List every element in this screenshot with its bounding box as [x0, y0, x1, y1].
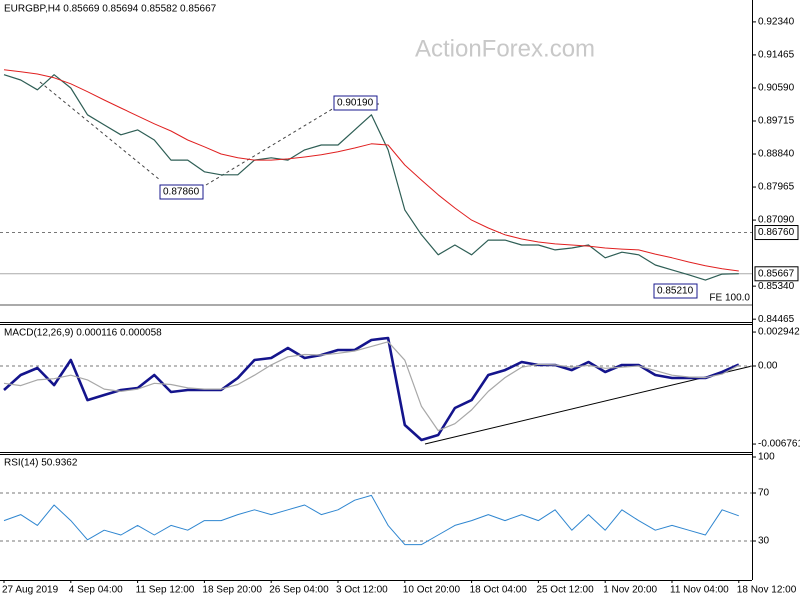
x-tick-label: 11 Sep 12:00	[136, 585, 195, 596]
x-tick-label: 18 Sep 20:00	[202, 585, 262, 596]
frame	[0, 0, 753, 581]
y-tick-label: 30	[758, 536, 770, 547]
x-tick-label: 26 Sep 04:00	[269, 585, 329, 596]
y-tick-label: -0.006761	[758, 439, 800, 450]
panel-title: RSI(14) 50.9362	[4, 458, 78, 469]
x-tick-label: 3 Oct 12:00	[336, 585, 388, 596]
watermark: ActionForex.com	[415, 35, 595, 62]
y-tick-label: 100	[758, 452, 775, 463]
y-tick-label: 0.89715	[758, 116, 795, 127]
series-line	[3, 74, 739, 281]
y-tick-label: 0.87965	[758, 182, 795, 193]
x-tick-label: 27 Aug 2019	[2, 585, 59, 596]
y-tick-label: 0.00	[758, 361, 778, 372]
panel-title: MACD(12,26,9) 0.000116 0.000058	[4, 328, 162, 339]
y-tick-label: 0.92340	[758, 17, 795, 28]
annotation-label: 0.87860	[163, 187, 200, 198]
level-label-box	[754, 225, 799, 241]
level-label: 0.86760	[758, 227, 795, 238]
y-tick-label: 0.87090	[758, 215, 795, 226]
series-line	[3, 494, 739, 546]
series-line	[3, 69, 739, 272]
y-tick-label: 0.85340	[758, 281, 795, 292]
annotation-box	[653, 283, 698, 299]
y-tick-label: 70	[758, 488, 770, 499]
level-label: FE 100.0	[709, 293, 750, 304]
x-tick-label: 18 Nov 12:00	[737, 585, 797, 596]
x-tick-label: 4 Sep 04:00	[69, 585, 123, 596]
y-tick-label: 0.88840	[758, 149, 795, 160]
annotation-box	[333, 95, 378, 111]
y-tick-label: 0.90590	[758, 83, 795, 94]
x-tick-label: 10 Oct 20:00	[403, 585, 461, 596]
y-tick-label: 0.91465	[758, 50, 795, 61]
level-label-box	[754, 266, 799, 282]
x-tick-label: 25 Oct 12:00	[536, 585, 594, 596]
panel-title: EURGBP,H4 0.85669 0.85694 0.85582 0.8566…	[4, 4, 217, 15]
x-tick-label: 18 Oct 04:00	[470, 585, 528, 596]
annotation-label: 0.90190	[337, 98, 374, 109]
annotation-box	[159, 184, 204, 200]
x-tick-label: 11 Nov 04:00	[670, 585, 729, 596]
annotation-label: 0.85210	[657, 286, 694, 297]
level-label: 0.85667	[758, 268, 795, 279]
x-tick-label: 1 Nov 20:00	[603, 585, 657, 596]
series-line	[3, 341, 740, 432]
y-tick-label: 0.002942	[758, 327, 800, 338]
y-tick-label: 0.84465	[758, 314, 795, 325]
